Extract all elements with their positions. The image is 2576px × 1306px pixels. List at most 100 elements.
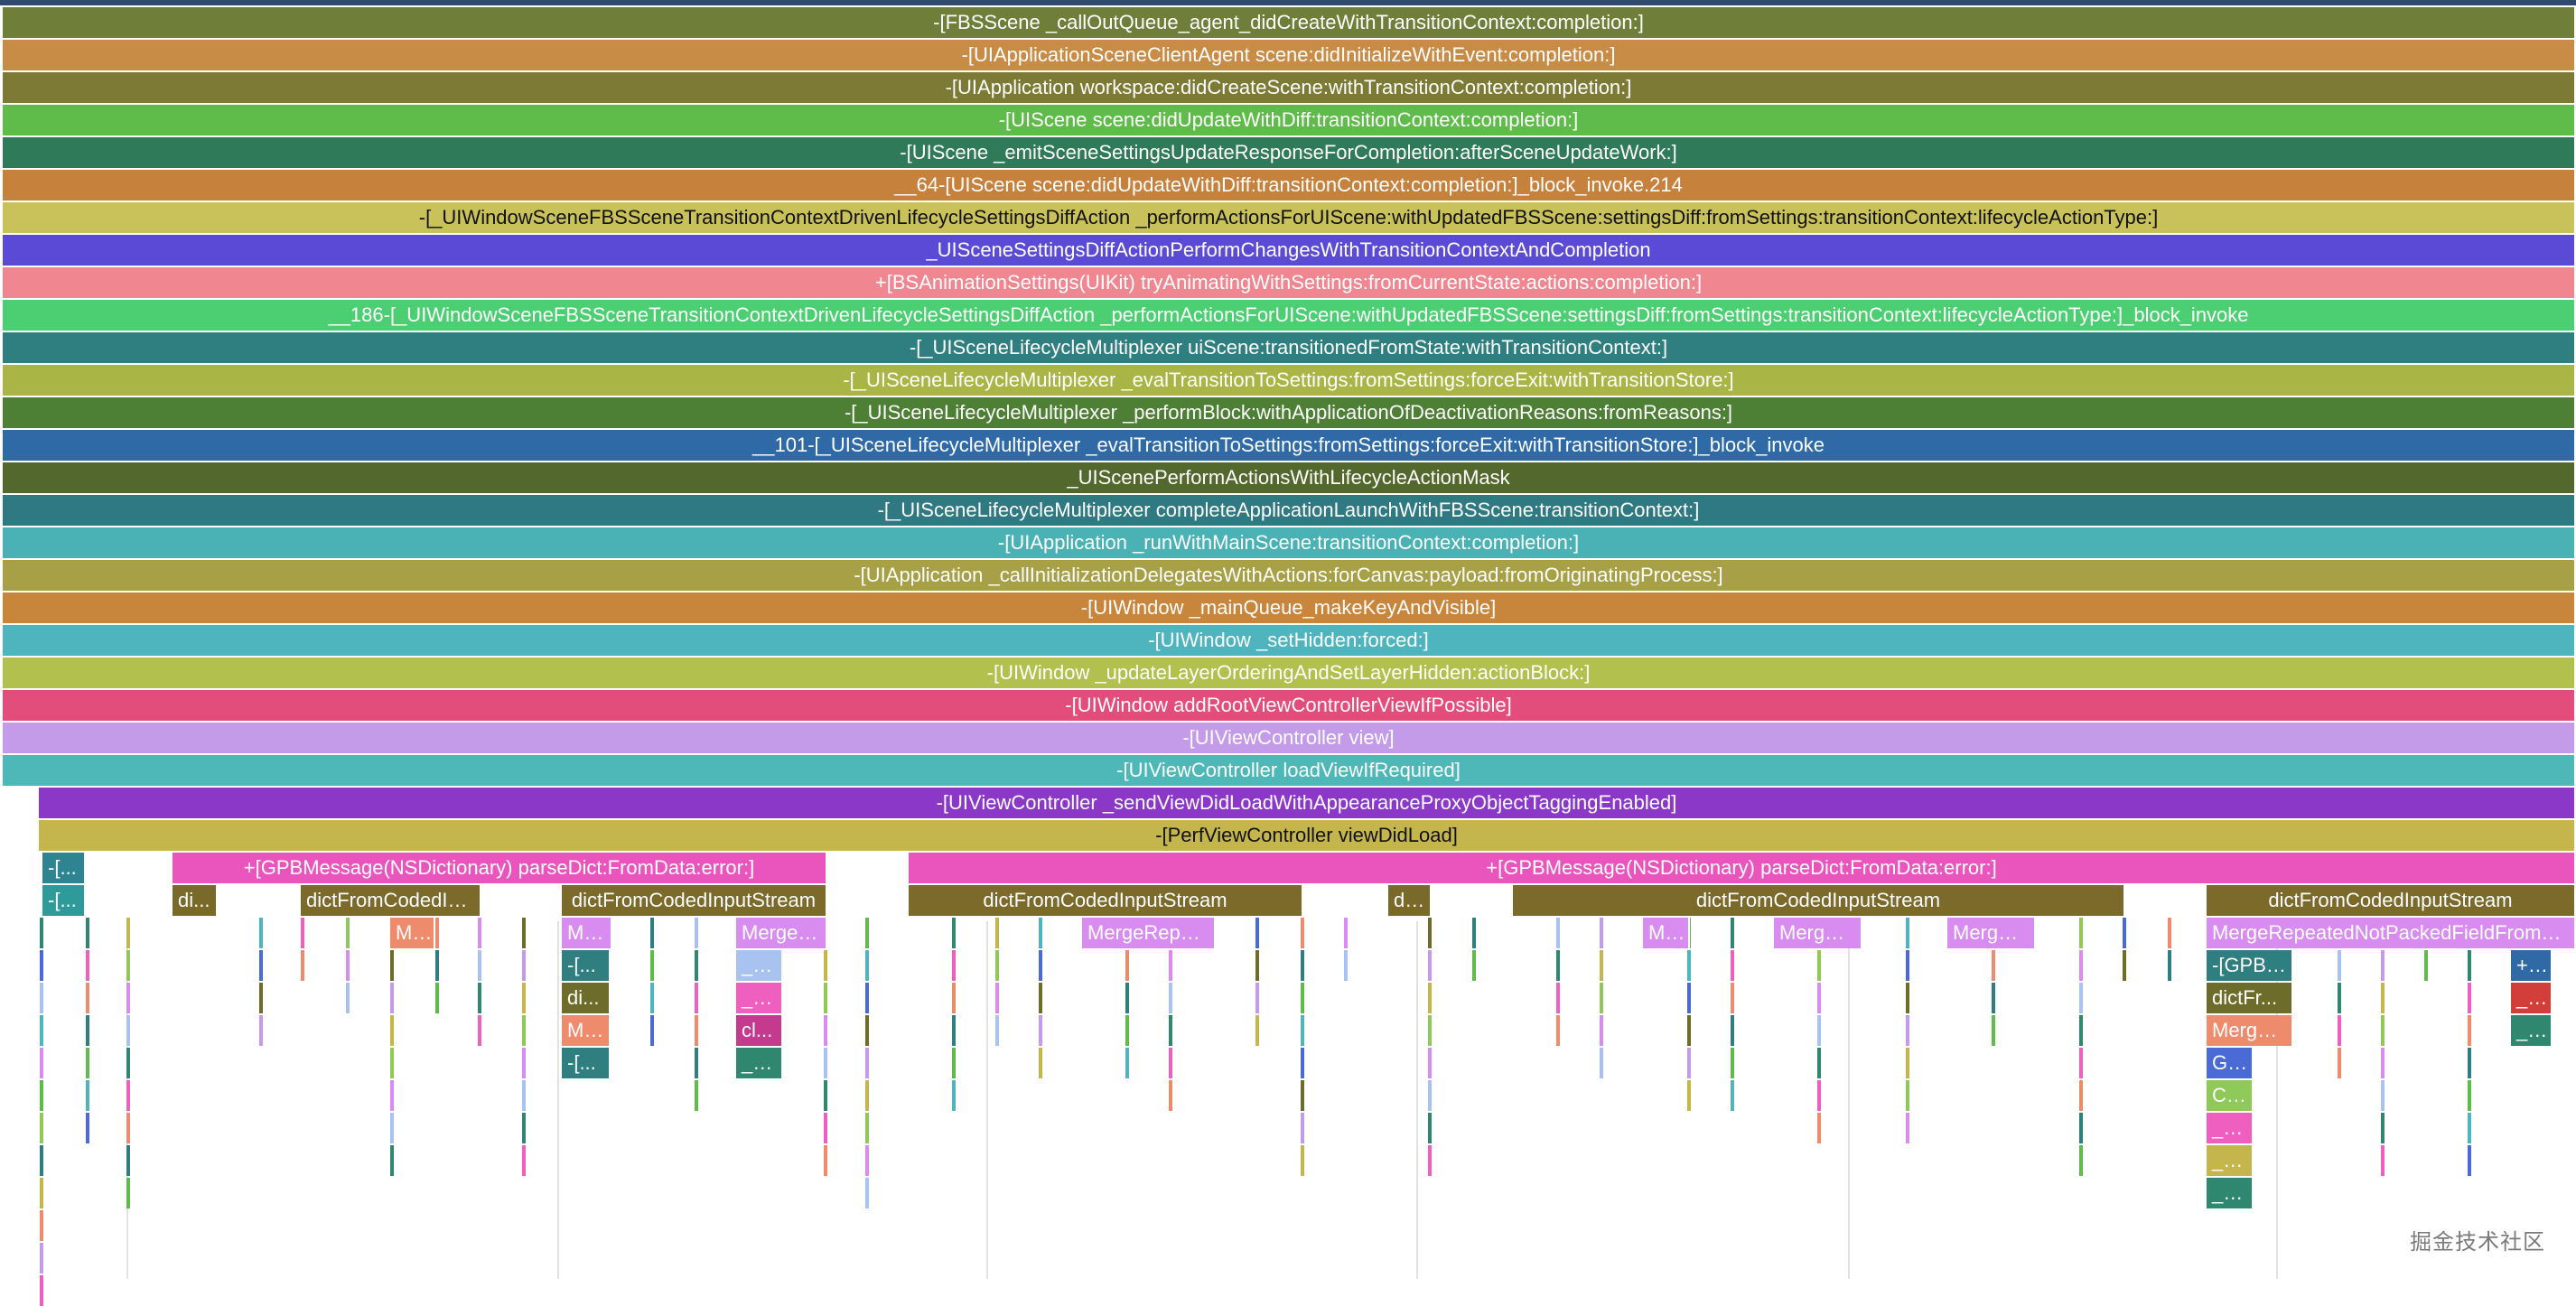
stack-frame[interactable]: -[UIWindow _updateLayerOrderingAndSetLay… <box>3 658 2576 688</box>
stack-frame-strip[interactable] <box>259 950 263 981</box>
stack-frame[interactable]: -[... <box>42 885 86 916</box>
stack-frame-strip[interactable] <box>1687 1015 1691 1046</box>
stack-frame-strip[interactable] <box>1556 950 1560 981</box>
stack-frame-strip[interactable] <box>1428 983 1432 1013</box>
stack-frame-strip[interactable] <box>1687 1048 1691 1078</box>
stack-frame-strip[interactable] <box>40 1243 43 1273</box>
stack-frame-strip[interactable] <box>2338 1015 2341 1046</box>
stack-frame-strip[interactable] <box>1731 1080 1734 1111</box>
stack-frame-strip[interactable] <box>126 1015 130 1046</box>
stack-frame-strip[interactable] <box>86 950 89 981</box>
stack-frame[interactable]: __... <box>736 950 783 981</box>
stack-frame[interactable]: -[PerfViewController viewDidLoad] <box>39 820 2576 851</box>
stack-frame[interactable]: Me... <box>1643 918 1690 948</box>
stack-frame[interactable]: -[UIViewController loadViewIfRequired] <box>3 755 2576 786</box>
stack-frame-strip[interactable] <box>865 918 869 948</box>
stack-frame-strip[interactable] <box>1039 1048 1042 1078</box>
stack-frame-strip[interactable] <box>650 950 654 981</box>
stack-frame-strip[interactable] <box>1301 950 1304 981</box>
stack-frame-strip[interactable] <box>86 983 89 1013</box>
stack-frame-strip[interactable] <box>1992 1015 1995 1046</box>
stack-frame-strip[interactable] <box>824 1113 827 1143</box>
stack-frame-strip[interactable] <box>2168 918 2171 948</box>
stack-frame-strip[interactable] <box>1556 918 1560 948</box>
stack-frame-strip[interactable] <box>2338 950 2341 981</box>
stack-frame-strip[interactable] <box>952 983 956 1013</box>
stack-frame-strip[interactable] <box>865 1015 869 1046</box>
stack-frame-strip[interactable] <box>2381 1113 2385 1143</box>
stack-frame-strip[interactable] <box>2079 1048 2083 1078</box>
stack-frame-strip[interactable] <box>1906 950 1909 981</box>
stack-frame-strip[interactable] <box>1169 1048 1172 1078</box>
stack-frame-strip[interactable] <box>2424 950 2428 981</box>
stack-frame[interactable]: _UISceneSettingsDiffActionPerformChanges… <box>3 235 2576 266</box>
stack-frame[interactable]: _m... <box>2511 1015 2553 1046</box>
stack-frame-strip[interactable] <box>522 1015 526 1046</box>
stack-frame-strip[interactable] <box>1169 1015 1172 1046</box>
stack-frame-strip[interactable] <box>1125 950 1129 981</box>
stack-frame[interactable]: dictFr... <box>2207 983 2293 1013</box>
stack-frame-strip[interactable] <box>346 983 350 1013</box>
stack-frame[interactable]: -[_UISceneLifecycleMultiplexer _performB… <box>3 397 2576 428</box>
stack-frame-strip[interactable] <box>2381 1048 2385 1078</box>
stack-frame[interactable]: __101-[_UISceneLifecycleMultiplexer _eva… <box>3 430 2576 461</box>
stack-frame-strip[interactable] <box>390 1080 394 1111</box>
stack-frame-strip[interactable] <box>259 918 263 948</box>
stack-frame-strip[interactable] <box>390 983 394 1013</box>
stack-frame-strip[interactable] <box>1687 950 1691 981</box>
stack-frame-strip[interactable] <box>2079 1080 2083 1111</box>
stack-frame-strip[interactable] <box>86 1113 89 1143</box>
stack-frame[interactable]: -[UIWindow addRootViewControllerViewIfPo… <box>3 690 2576 721</box>
stack-frame-strip[interactable] <box>1301 983 1304 1013</box>
stack-frame[interactable]: __64-[UIScene scene:didUpdateWithDiff:tr… <box>3 170 2576 201</box>
stack-frame-strip[interactable] <box>1687 1080 1691 1111</box>
stack-frame-strip[interactable] <box>1906 1048 1909 1078</box>
stack-frame-strip[interactable] <box>40 1275 43 1306</box>
stack-frame[interactable]: _m... <box>736 1048 783 1078</box>
stack-frame-strip[interactable] <box>1817 1113 1821 1143</box>
stack-frame[interactable]: MergeR... <box>1774 918 1862 948</box>
stack-frame-strip[interactable] <box>40 1080 43 1111</box>
stack-frame-strip[interactable] <box>126 950 130 981</box>
stack-frame-strip[interactable] <box>40 1210 43 1241</box>
stack-frame-strip[interactable] <box>1428 918 1432 948</box>
stack-frame-strip[interactable] <box>2468 1048 2471 1078</box>
stack-frame-strip[interactable] <box>1817 1080 1821 1111</box>
stack-frame-strip[interactable] <box>1039 983 1042 1013</box>
stack-frame-strip[interactable] <box>301 950 304 981</box>
stack-frame[interactable]: dictFromCodedInputStream <box>909 885 1303 916</box>
stack-frame-strip[interactable] <box>522 950 526 981</box>
stack-frame-strip[interactable] <box>824 983 827 1013</box>
stack-frame-strip[interactable] <box>2123 950 2126 981</box>
stack-frame-strip[interactable] <box>1428 1113 1432 1143</box>
stack-frame-strip[interactable] <box>2468 950 2471 981</box>
stack-frame[interactable]: __... <box>736 983 783 1013</box>
stack-frame-strip[interactable] <box>522 1080 526 1111</box>
stack-frame-strip[interactable] <box>824 950 827 981</box>
stack-frame[interactable]: -[UIScene scene:didUpdateWithDiff:transi… <box>3 105 2576 135</box>
stack-frame-strip[interactable] <box>522 1048 526 1078</box>
stack-frame-strip[interactable] <box>824 1080 827 1111</box>
stack-frame-strip[interactable] <box>478 950 481 981</box>
stack-frame[interactable]: MergeR... <box>1947 918 2036 948</box>
stack-frame[interactable]: -[... <box>562 1048 611 1078</box>
stack-frame-strip[interactable] <box>1906 1113 1909 1143</box>
stack-frame-strip[interactable] <box>40 1113 43 1143</box>
stack-frame-strip[interactable] <box>478 983 481 1013</box>
stack-frame[interactable]: _m... <box>2207 1178 2254 1208</box>
stack-frame-strip[interactable] <box>40 1178 43 1208</box>
stack-frame[interactable]: Me... <box>390 918 435 948</box>
stack-frame[interactable]: -[UIScene _emitSceneSettingsUpdateRespon… <box>3 137 2576 168</box>
stack-frame[interactable]: -[_UISceneLifecycleMultiplexer uiScene:t… <box>3 332 2576 363</box>
stack-frame-strip[interactable] <box>390 1048 394 1078</box>
stack-frame-strip[interactable] <box>2079 1113 2083 1143</box>
stack-frame-strip[interactable] <box>650 918 654 948</box>
stack-frame-strip[interactable] <box>2468 1080 2471 1111</box>
stack-frame-strip[interactable] <box>346 918 350 948</box>
stack-frame[interactable]: Me... <box>562 1015 611 1046</box>
stack-frame-strip[interactable] <box>40 918 43 948</box>
stack-frame-strip[interactable] <box>522 1113 526 1143</box>
stack-frame-strip[interactable] <box>86 918 89 948</box>
stack-frame-strip[interactable] <box>2338 1048 2341 1078</box>
stack-frame[interactable]: GP... <box>2207 1048 2254 1078</box>
